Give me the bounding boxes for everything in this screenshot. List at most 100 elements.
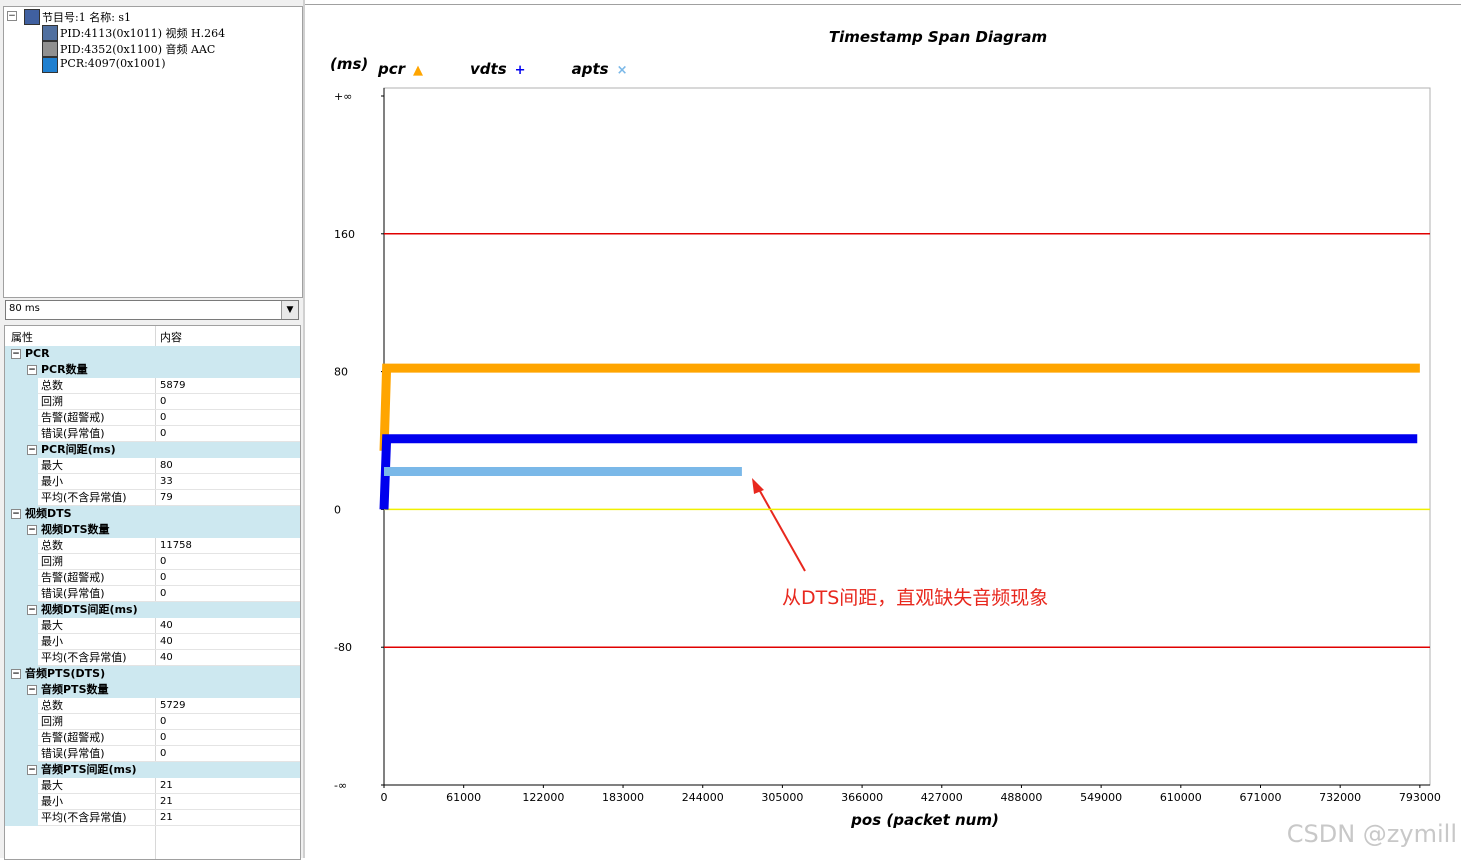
tree-icon [42,57,58,73]
y-tick-label: 0 [334,503,341,516]
row-margin [5,554,38,570]
grid-row: 最小 40 [5,634,300,650]
row-line [38,761,300,762]
row-line [38,825,300,826]
header-divider [155,326,156,859]
property-name: 最大 [41,459,63,472]
property-value: 0 [160,732,167,743]
property-name: 最小 [41,475,63,488]
grid-row: 总数 11758 [5,538,300,554]
property-name: 最小 [41,635,63,648]
property-value: 0 [160,716,167,727]
group-expander: − [27,445,37,455]
x-tick-label: 793000 [1399,791,1441,804]
row-line [38,649,300,650]
splitter [303,0,305,858]
tree-icon [42,25,58,41]
property-name: 错误(异常值) [41,587,105,600]
left-panel: − 节目号:1 名称: s1 PID:4113(0x1011) 视频 H.264 PI… [0,0,303,860]
property-value: 11758 [160,540,192,551]
grid-row: 告警(超警戒) 0 [5,410,300,426]
x-axis-label: pos (packet num) [850,811,999,829]
row-line [38,505,300,506]
legend-marker: ▲ [413,63,423,78]
group-expander: − [11,509,21,519]
group-expander: − [11,669,21,679]
property-value: 40 [160,652,173,663]
grid-row: 最小 33 [5,474,300,490]
property-name: 总数 [41,539,63,552]
property-name: 告警(超警戒) [41,731,105,744]
row-margin [5,474,38,490]
row-margin [5,730,38,746]
row-margin [5,570,38,586]
row-margin [5,714,38,730]
row-margin [5,426,38,442]
row-margin [5,490,38,506]
property-name: 最大 [41,619,63,632]
grid-row: 回溯 0 [5,394,300,410]
property-name: 告警(超警戒) [41,411,105,424]
row-line [38,553,300,554]
property-name: 回溯 [41,395,63,408]
grid-row: 错误(异常值) 0 [5,426,300,442]
y-tick-label: -80 [334,641,352,654]
legend-label: apts [572,60,609,78]
dropdown[interactable]: 80 ms ▼ [5,300,299,320]
row-line [38,393,300,394]
grid-row: 回溯 0 [5,554,300,570]
legend-label: pcr [377,60,407,78]
group-name: 视频DTS [25,507,72,520]
tree-node: PID:4352(0x1100) 音频 AAC [60,43,216,56]
property-value: 5729 [160,700,186,711]
grid-row: 最大 21 [5,778,300,794]
row-line [38,441,300,442]
x-tick-label: 549000 [1080,791,1122,804]
grid-row: 回溯 0 [5,714,300,730]
grid-row: 总数 5879 [5,378,300,394]
row-margin [5,778,38,794]
row-line [38,745,300,746]
grid-row: − PCR间距(ms) [5,442,300,458]
x-tick-label: 488000 [1000,791,1042,804]
chart-title: Timestamp Span Diagram [829,28,1047,46]
grid-row: 最小 21 [5,794,300,810]
property-name: 最小 [41,795,63,808]
grid-row: − 音频PTS数量 [5,682,300,698]
grid-row: 告警(超警戒) 0 [5,570,300,586]
property-value: 0 [160,572,167,583]
x-tick-label: 61000 [446,791,481,804]
grid-row: − PCR数量 [5,362,300,378]
tree-node: 节目号:1 名称: s1 [42,11,132,24]
annotation: 从DTS间距，直观缺失音频现象 [782,587,1048,609]
property-name: 最大 [41,779,63,792]
legend-marker: × [617,63,628,78]
grid-row: − 视频DTS [5,506,300,522]
property-value: 40 [160,636,173,647]
property-value: 40 [160,620,173,631]
x-tick-label: 0 [381,791,388,804]
property-name: 告警(超警戒) [41,571,105,584]
x-tick-label: 183000 [602,791,644,804]
row-margin [5,634,38,650]
row-margin [5,410,38,426]
x-tick-label: 305000 [761,791,803,804]
group-name: 音频PTS数量 [41,683,109,696]
legend-marker: + [515,63,526,78]
grid-row: 平均(不含异常值) 79 [5,490,300,506]
group-expander: − [27,685,37,695]
x-tick-label: 610000 [1160,791,1202,804]
group-name: PCR数量 [41,363,88,376]
row-margin [5,698,38,714]
property-name: 回溯 [41,555,63,568]
dropdown-arrow[interactable]: ▼ [281,301,298,319]
group-name: PCR间距(ms) [41,443,116,456]
property-value: 21 [160,812,173,823]
row-margin [5,538,38,554]
property-value: 0 [160,412,167,423]
property-value: 0 [160,588,167,599]
property-name: 平均(不含异常值) [41,491,127,504]
series-line [379,434,1418,510]
